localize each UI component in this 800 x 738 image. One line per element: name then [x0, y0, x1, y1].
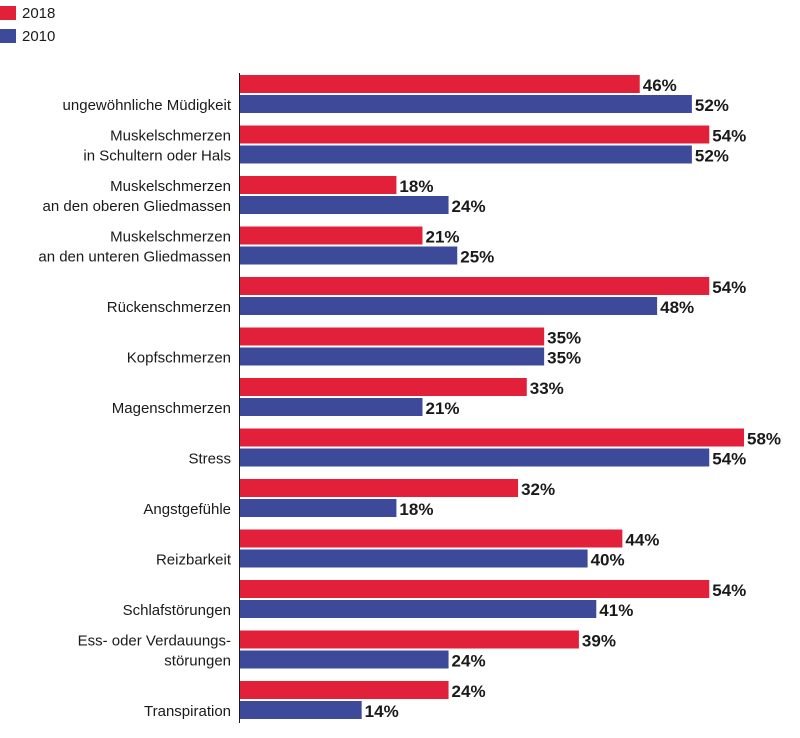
bar-2018 [240, 529, 623, 548]
category-label: Muskelschmerzen [110, 178, 231, 195]
category-label: Rückenschmerzen [107, 299, 231, 316]
bar-group: Muskelschmerzen in Schultern oder Hals 54%… [83, 125, 746, 166]
value-label-2018: 54% [712, 127, 746, 146]
legend-label-2010: 2010 [22, 28, 55, 45]
value-label-2018: 54% [712, 278, 746, 297]
bar-group: Ess- oder Verdauungs-störungen 39% 24% [78, 630, 616, 671]
bar-2018 [240, 75, 640, 93]
bar-group: Reizbarkeit 44%40% [156, 529, 659, 570]
bar-group: ungewöhnliche Müdigkeit 46% 52% [63, 75, 729, 115]
bar-group: Schlafstörungen 54% 41% [123, 580, 746, 620]
value-label-2010: 18% [399, 500, 433, 519]
category-label: ungewöhnliche Müdigkeit [63, 97, 232, 114]
bar-2018 [240, 327, 545, 346]
value-label-2018: 33% [530, 379, 564, 398]
bar-2010 [240, 600, 597, 618]
bar-2018 [240, 580, 710, 598]
value-label-2018: 24% [452, 682, 486, 701]
value-label-2010: 54% [712, 450, 746, 469]
value-label-2010: 41% [599, 601, 633, 620]
legend-swatch-2010 [0, 29, 16, 43]
category-label: an den unteren Gliedmassen [38, 249, 231, 266]
bar-2010 [240, 650, 449, 669]
bar-2010 [240, 95, 692, 113]
legend-swatch-2018 [0, 6, 16, 20]
bar-2018 [240, 277, 710, 295]
value-label-2018: 58% [747, 430, 781, 449]
legend: 2018 2010 [0, 5, 55, 45]
bar-2010 [240, 145, 692, 164]
value-label-2018: 35% [547, 329, 581, 348]
bar-2018 [240, 378, 527, 396]
bar-2018 [240, 226, 423, 245]
bar-2018 [240, 630, 579, 649]
value-label-2010: 35% [547, 349, 581, 368]
bar-group: Transpiration 24% 14% [144, 681, 486, 721]
legend-label-2018: 2018 [22, 5, 55, 22]
bar-2010 [240, 347, 545, 366]
bar-2010 [240, 246, 458, 265]
value-label-2018: 44% [625, 531, 659, 550]
bar-2018 [240, 428, 745, 447]
bar-2018 [240, 125, 710, 144]
value-label-2018: 54% [712, 581, 746, 600]
value-label-2010: 48% [660, 298, 694, 317]
value-label-2010: 40% [591, 551, 625, 570]
bar-group: Magenschmerzen 33% 21% [112, 378, 564, 418]
bar-group: Angstgefühle 32% 18% [143, 479, 555, 519]
bar-2018 [240, 176, 397, 194]
value-label-2010: 14% [365, 702, 399, 721]
bar-2018 [240, 479, 519, 497]
bar-2010 [240, 448, 710, 467]
bar-2010 [240, 297, 658, 315]
category-label: Ess- oder Verdauungs- [78, 633, 231, 650]
value-label-2010: 52% [695, 147, 729, 166]
category-label: Stress [188, 451, 231, 468]
category-label: Reizbarkeit [156, 552, 232, 569]
bar-group: Kopfschmerzen 35%35% [127, 327, 581, 368]
value-label-2018: 18% [399, 177, 433, 196]
value-label-2010: 21% [425, 399, 459, 418]
bar-2010 [240, 196, 449, 214]
category-label: Magenschmerzen [112, 400, 231, 417]
value-label-2010: 52% [695, 96, 729, 115]
bar-2010 [240, 701, 362, 719]
bar-group: Rückenschmerzen 54% 48% [107, 277, 746, 317]
bar-group: Stress 58%54% [188, 428, 781, 469]
value-label-2010: 24% [452, 197, 486, 216]
category-label: an den oberen Gliedmassen [43, 198, 231, 215]
bar-2010 [240, 549, 588, 568]
category-label: Muskelschmerzen [110, 229, 231, 246]
value-label-2018: 32% [521, 480, 555, 499]
bar-2010 [240, 499, 397, 517]
category-label: in Schultern oder Hals [83, 148, 231, 165]
bar-2010 [240, 398, 423, 416]
category-label: Transpiration [144, 703, 231, 720]
category-label: Muskelschmerzen [110, 128, 231, 145]
value-label-2018: 46% [643, 76, 677, 95]
category-label: Kopfschmerzen [127, 350, 231, 367]
value-label-2010: 25% [460, 248, 494, 267]
value-label-2018: 39% [582, 632, 616, 651]
category-label: Angstgefühle [143, 501, 231, 518]
value-label-2018: 21% [425, 228, 459, 247]
category-label: störungen [164, 653, 231, 670]
bar-2018 [240, 681, 449, 699]
value-label-2010: 24% [452, 652, 486, 671]
category-label: Schlafstörungen [123, 602, 231, 619]
bar-group: Muskelschmerzen an den oberen Gliedmassen… [43, 176, 486, 216]
bar-group: Muskelschmerzen an den unteren Gliedmasse… [38, 226, 494, 267]
